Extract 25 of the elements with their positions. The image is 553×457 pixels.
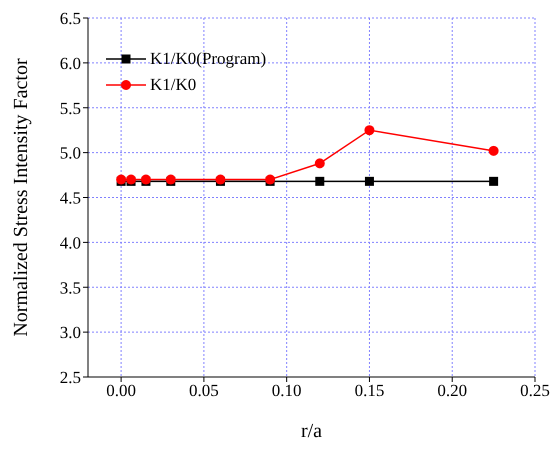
- x-tick-label: 0.15: [354, 381, 384, 400]
- point: [315, 176, 324, 186]
- y-axis-title: Normalized Stress Intensity Factor: [10, 58, 32, 337]
- y-tick-label: 4.0: [60, 233, 81, 252]
- point: [364, 176, 374, 186]
- x-tick-label: 0.00: [106, 381, 136, 400]
- legend-label: K1/K0: [150, 74, 196, 96]
- x-tick-label: 0.10: [272, 381, 302, 400]
- y-tick-label: 5.0: [60, 144, 81, 163]
- point: [314, 158, 325, 168]
- x-tick-label: 0.05: [189, 381, 219, 400]
- y-tick-label: 6.5: [60, 9, 81, 28]
- x-tick-label: 0.25: [520, 381, 550, 400]
- legend-label: K1/K0(Program): [150, 48, 266, 70]
- y-tick-label: 3.0: [60, 323, 81, 342]
- y-tick-label: 6.0: [60, 54, 81, 73]
- x-axis-title: r/a: [300, 420, 322, 442]
- x-tick-label: 0.20: [437, 381, 468, 400]
- point: [488, 146, 499, 156]
- y-tick-label: 3.5: [60, 278, 81, 298]
- y-tick-label: 5.5: [60, 98, 81, 118]
- point: [489, 176, 498, 186]
- point: [364, 125, 374, 136]
- y-tick-label: 4.5: [60, 188, 81, 208]
- y-tick-label: 2.5: [60, 368, 81, 388]
